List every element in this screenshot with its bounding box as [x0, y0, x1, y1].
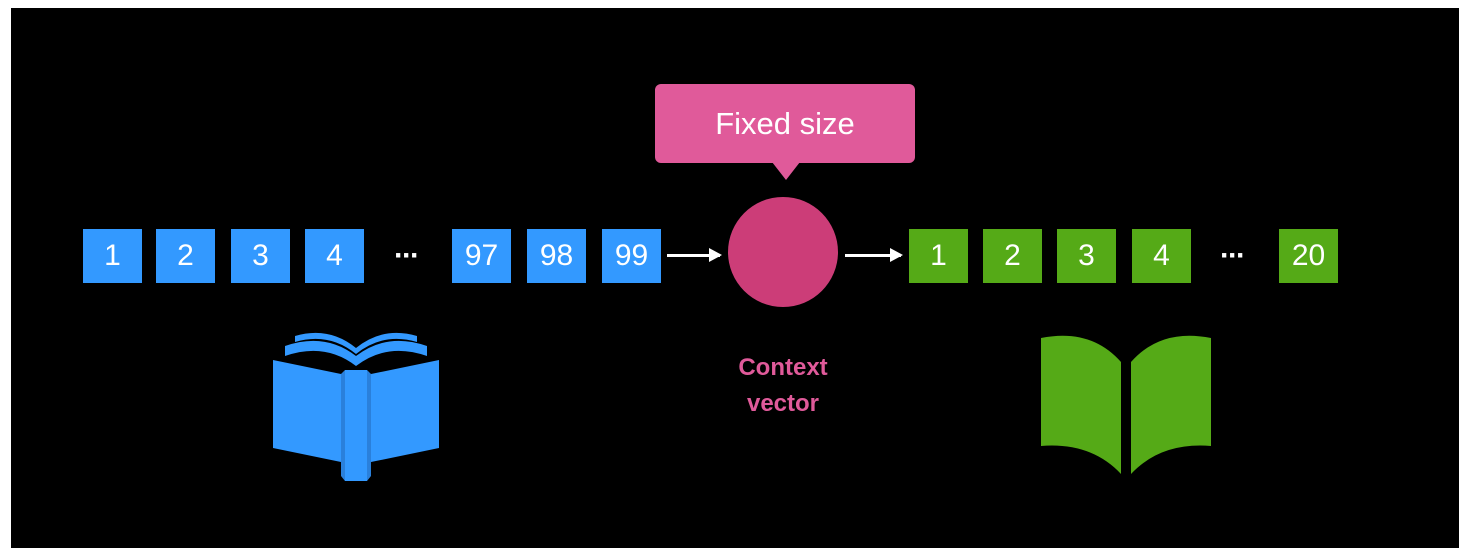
context-vector-circle: [728, 197, 838, 307]
fixed-size-callout: Fixed size: [655, 84, 915, 163]
input-token: 2: [156, 229, 215, 283]
output-token: 4: [1132, 229, 1191, 283]
context-label-line-1: Context: [738, 354, 828, 381]
input-token: 3: [231, 229, 290, 283]
callout-pointer: [772, 162, 800, 180]
book-icon: [273, 332, 439, 481]
output-token: 3: [1057, 229, 1116, 283]
input-token: 98: [527, 229, 586, 283]
decoder-arrow: [845, 248, 903, 262]
input-token: 4: [305, 229, 364, 283]
diagram-canvas: 1 2 3 4 ··· 97 98 99 Fixed size Context …: [11, 8, 1459, 548]
output-ellipsis: ···: [1220, 239, 1246, 272]
output-token: 2: [983, 229, 1042, 283]
open-book-icon: [1041, 335, 1211, 474]
output-token: 1: [909, 229, 968, 283]
input-ellipsis: ···: [394, 239, 420, 272]
encoder-arrow: [667, 248, 722, 262]
input-token: 97: [452, 229, 511, 283]
context-vector-label: Context vector: [703, 350, 863, 422]
context-label-line-2: vector: [746, 390, 820, 417]
output-token: 20: [1279, 229, 1338, 283]
input-token: 99: [602, 229, 661, 283]
input-token: 1: [83, 229, 142, 283]
